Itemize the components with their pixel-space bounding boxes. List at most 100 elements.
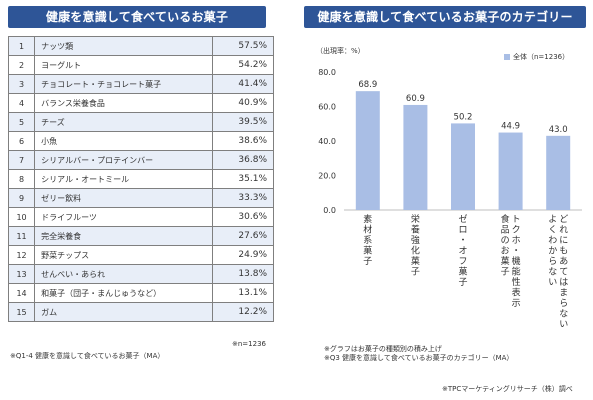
x-category-glyph: 素 [363, 213, 372, 225]
table-row: 15 ガム 12.2% [7, 302, 275, 322]
y-tick-label: 60.0 [318, 103, 336, 112]
snack-name: ガム [34, 302, 213, 322]
percentage: 40.9% [211, 93, 275, 113]
rank-number: 14 [7, 283, 36, 303]
x-category-glyph: 菓 [501, 255, 510, 267]
table-row: 14 和菓子（団子・まんじゅうなど） 13.1% [7, 283, 275, 303]
data-label: 43.0 [549, 125, 568, 135]
x-category-glyph: 強 [411, 234, 420, 246]
x-category-glyph: ・ [512, 247, 521, 257]
table-row: 13 せんべい・あられ 13.8% [7, 264, 275, 284]
snack-name: チーズ [34, 112, 213, 132]
rank-number: 4 [7, 93, 36, 113]
rank-number: 11 [7, 226, 36, 246]
x-category-glyph: な [548, 267, 557, 278]
percentage: 35.1% [211, 169, 275, 189]
x-category-glyph: オ [458, 246, 467, 257]
ranking-table: 1 ナッツ類 57.5% 2 ヨーグルト 54.2% 3 チョコレート・チョコレート菓子 41.… [7, 36, 275, 322]
snack-name: ゼリー飲料 [34, 188, 213, 208]
x-category-glyph: に [559, 235, 568, 246]
x-category-glyph: 品 [501, 225, 510, 236]
x-category-glyph: 系 [363, 235, 372, 246]
table-row: 3 チョコレート・チョコレート菓子 41.4% [7, 74, 275, 94]
x-category-glyph: 化 [411, 245, 420, 257]
table-row: 7 シリアルバー・プロテインバー 36.8% [7, 150, 275, 170]
snack-name: ヨーグルト [34, 55, 213, 75]
category-bar-chart: 0.020.040.060.080.068.9素材系菓子60.9栄養強化菓子50… [318, 68, 582, 330]
rank-number: 12 [7, 245, 36, 265]
snack-name: バランス栄養食品 [34, 93, 213, 113]
rank-number: 5 [7, 112, 36, 132]
percentage: 12.2% [211, 302, 275, 322]
y-axis-label: （出現率：%） [316, 47, 365, 55]
percentage: 41.4% [211, 74, 275, 94]
x-category-glyph: ど [559, 214, 568, 225]
x-category-glyph: 栄 [411, 213, 420, 225]
sample-size-note: ※n=1236 [232, 340, 266, 348]
percentage: 13.1% [211, 283, 275, 303]
rank-number: 3 [7, 74, 36, 94]
y-tick-label: 0.0 [323, 206, 336, 215]
left-question-note: ※Q1-4 健康を意識して食べているお菓子（MA） [10, 352, 165, 360]
percentage: 24.9% [211, 245, 275, 265]
rank-number: 6 [7, 131, 36, 151]
x-category-glyph: 性 [512, 276, 521, 288]
x-category-glyph: れ [559, 225, 568, 236]
x-category-glyph: あ [559, 256, 568, 267]
x-category-glyph: 機 [512, 255, 521, 267]
x-category-glyph: く [548, 226, 557, 236]
data-label: 44.9 [501, 122, 520, 132]
percentage: 27.6% [211, 226, 275, 246]
bar [451, 123, 475, 210]
x-category-glyph: 材 [363, 224, 372, 236]
table-row: 8 シリアル・オートミール 35.1% [7, 169, 275, 189]
percentage: 30.6% [211, 207, 275, 227]
x-category-glyph: ゼ [458, 213, 467, 225]
x-category-glyph: 能 [512, 266, 521, 278]
snack-name: チョコレート・チョコレート菓子 [34, 74, 213, 94]
percentage: 54.2% [211, 55, 275, 75]
percentage: 57.5% [211, 36, 275, 56]
table-row: 12 野菜チップス 24.9% [7, 245, 275, 265]
chart-legend: 全体（n=1236） [504, 52, 569, 62]
rank-number: 7 [7, 150, 36, 170]
snack-name: ナッツ類 [34, 36, 213, 56]
legend-swatch [504, 54, 510, 60]
x-category-glyph: も [559, 246, 568, 257]
rank-number: 9 [7, 188, 36, 208]
x-category-glyph: は [559, 277, 568, 288]
table-row: 1 ナッツ類 57.5% [7, 36, 275, 56]
x-category-glyph: 表 [512, 287, 521, 299]
x-category-glyph: ・ [458, 236, 467, 246]
x-category-glyph: ト [512, 215, 521, 225]
x-category-glyph: わ [548, 235, 557, 246]
x-category-glyph: ら [548, 256, 557, 267]
rank-number: 2 [7, 55, 36, 75]
x-category-glyph: 養 [411, 224, 420, 236]
snack-name: 小魚 [34, 131, 213, 151]
x-category-glyph: 菓 [411, 255, 420, 267]
x-category-glyph: ら [559, 298, 568, 309]
snack-name: シリアル・オートミール [34, 169, 213, 189]
rank-number: 1 [7, 36, 36, 56]
chart-footnote-stacked: ※グラフはお菓子の種類別の積み上げ [324, 345, 442, 353]
percentage: 36.8% [211, 150, 275, 170]
rank-number: 10 [7, 207, 36, 227]
x-category-glyph: 菓 [458, 266, 467, 278]
x-category-glyph: ク [512, 225, 521, 236]
rank-number: 15 [7, 302, 36, 322]
snack-name: ドライフルーツ [34, 207, 213, 227]
x-category-glyph: 子 [501, 267, 510, 278]
x-category-glyph: 子 [458, 277, 467, 288]
data-label: 68.9 [358, 80, 377, 90]
x-category-glyph: か [548, 246, 557, 257]
y-tick-label: 20.0 [318, 172, 336, 181]
snack-name: 野菜チップス [34, 245, 213, 265]
snack-name: 完全栄養食 [34, 226, 213, 246]
x-category-glyph: フ [458, 257, 467, 267]
rank-number: 13 [7, 264, 36, 284]
